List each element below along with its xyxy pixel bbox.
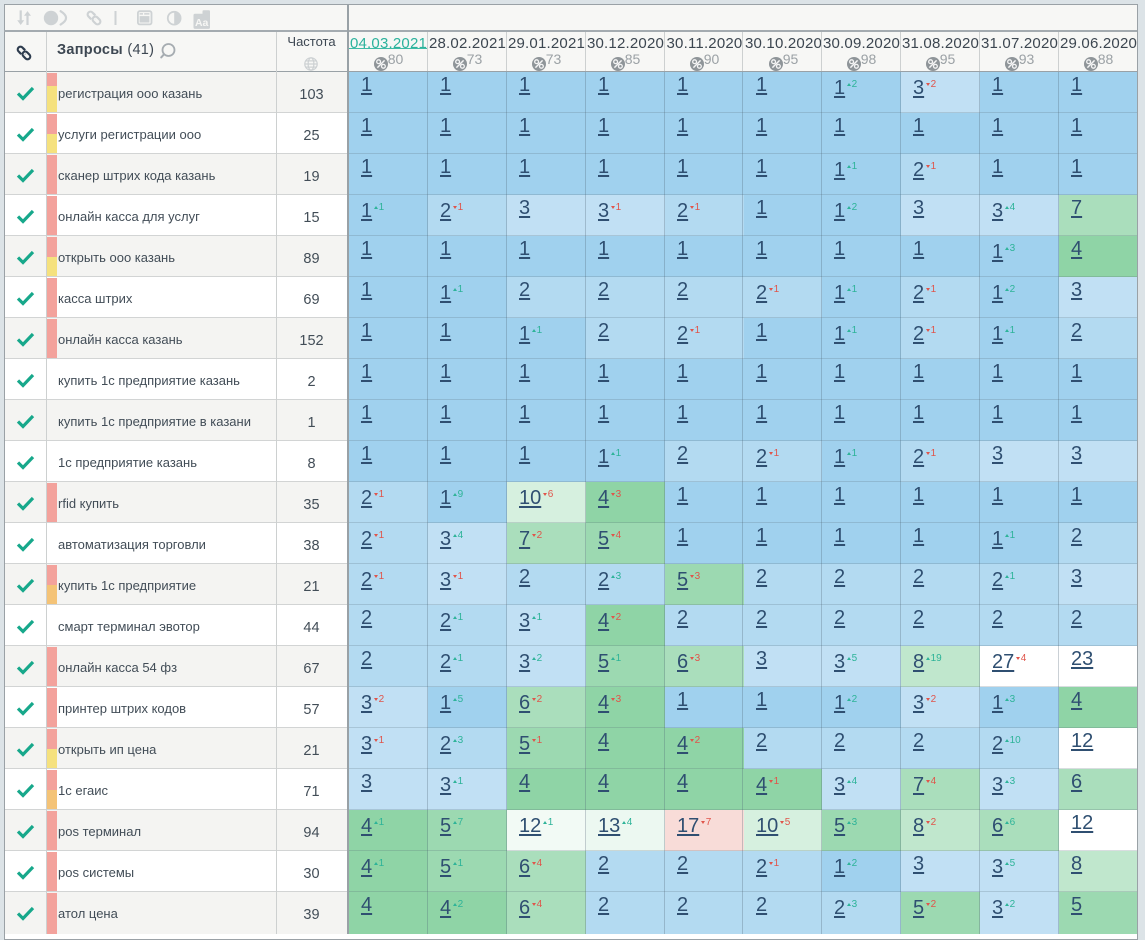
svg-text:Aa: Aa (195, 17, 209, 29)
